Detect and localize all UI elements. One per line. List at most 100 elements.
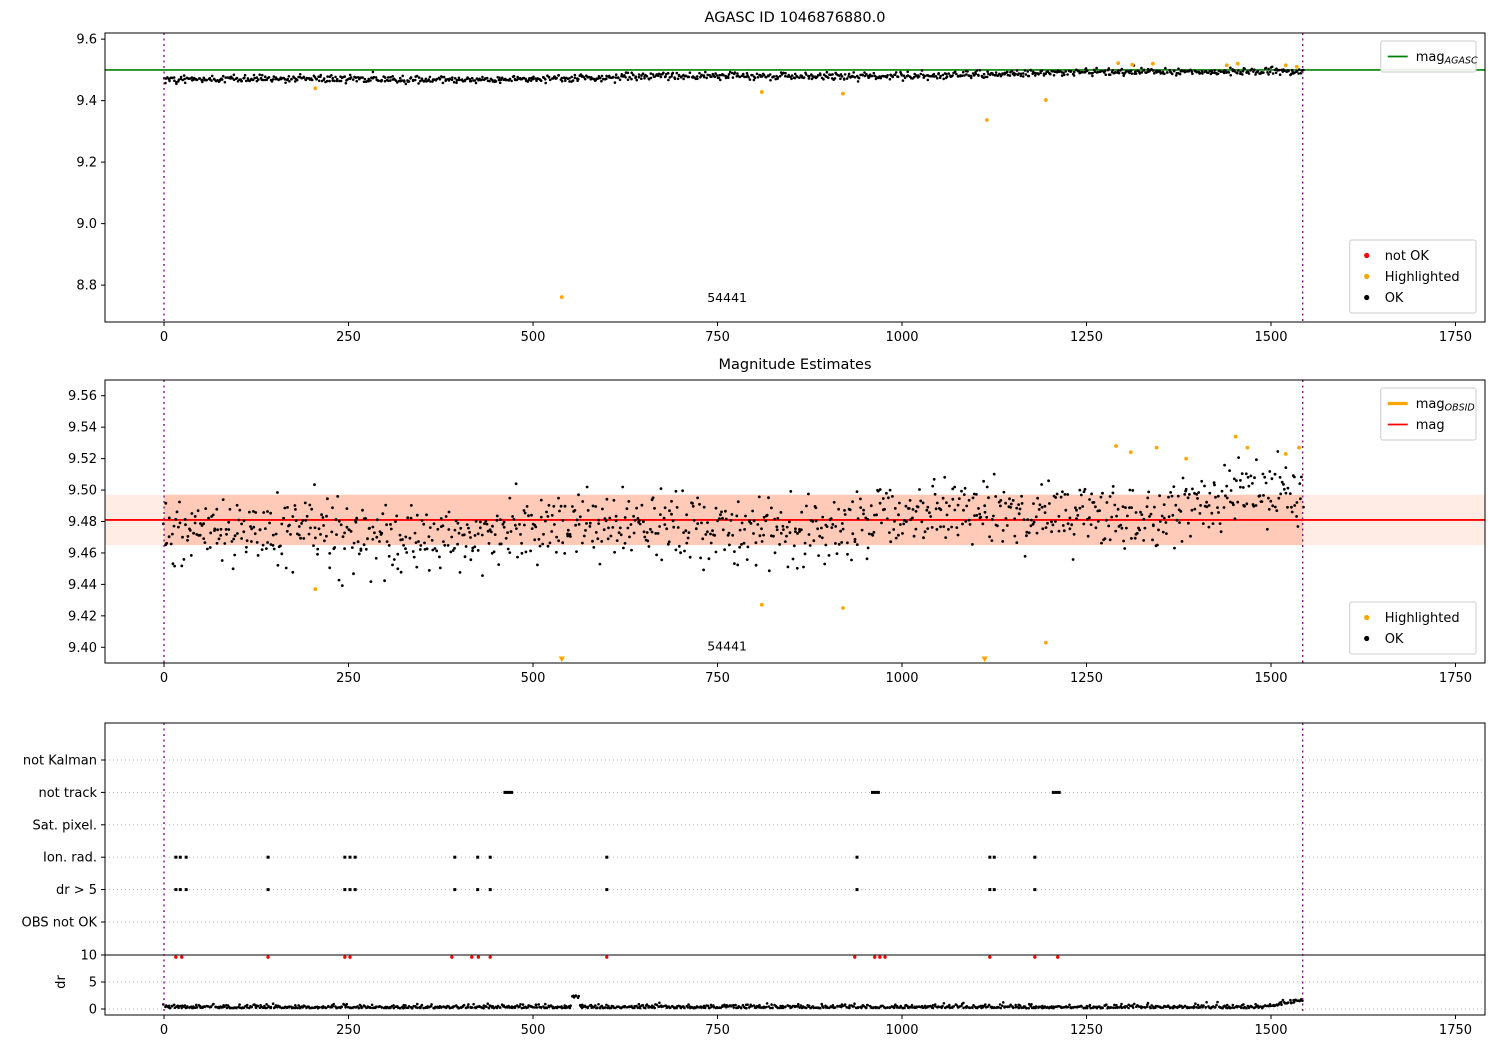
- scatter-point: [442, 75, 446, 79]
- scatter-point: [796, 532, 799, 535]
- scatter-point: [1035, 531, 1039, 535]
- scatter-point: [865, 557, 869, 561]
- scatter-point: [935, 528, 939, 531]
- scatter-point: [594, 505, 598, 508]
- scatter-point: [491, 524, 494, 528]
- scatter-point: [941, 73, 945, 77]
- scatter-point: [485, 522, 489, 526]
- scatter-point: [1281, 998, 1285, 1002]
- flag-point: [476, 855, 480, 859]
- scatter-point: [210, 74, 214, 78]
- scatter-point: [487, 1006, 491, 1010]
- scatter-point: [398, 1006, 402, 1010]
- scatter-point: [1220, 489, 1224, 493]
- scatter-point: [316, 547, 320, 551]
- scatter-point: [312, 544, 315, 547]
- scatter-point: [785, 525, 789, 529]
- scatter-point: [337, 578, 341, 582]
- scatter-point: [818, 1006, 822, 1010]
- flag-point: [266, 855, 270, 859]
- scatter-point: [254, 1006, 258, 1010]
- scatter-point: [643, 77, 646, 80]
- flag-point: [1033, 888, 1037, 892]
- scatter-point: [983, 510, 987, 514]
- scatter-point: [1012, 1006, 1015, 1009]
- not-ok-point: [348, 955, 352, 959]
- scatter-point: [1096, 70, 1100, 74]
- scatter-point: [204, 507, 208, 510]
- scatter-point: [1111, 485, 1115, 488]
- scatter-point: [999, 74, 1003, 78]
- scatter-point: [947, 72, 950, 75]
- scatter-point: [919, 499, 923, 503]
- scatter-point: [696, 496, 699, 500]
- y-tick-label: 9.0: [76, 217, 97, 232]
- scatter-point: [607, 1004, 610, 1008]
- scatter-point: [698, 71, 701, 75]
- scatter-point: [423, 79, 426, 83]
- scatter-point: [1017, 1006, 1021, 1010]
- scatter-point: [807, 77, 811, 80]
- scatter-point: [168, 79, 171, 83]
- scatter-point: [1059, 495, 1063, 499]
- scatter-point: [872, 530, 876, 534]
- scatter-point: [340, 584, 344, 587]
- scatter-point: [1101, 491, 1104, 495]
- scatter-point: [478, 526, 482, 530]
- scatter-point: [255, 541, 259, 544]
- scatter-point: [486, 529, 490, 533]
- scatter-point: [1091, 71, 1094, 75]
- scatter-point: [743, 528, 746, 531]
- scatter-point: [1131, 1004, 1134, 1007]
- scatter-point: [778, 543, 781, 546]
- scatter-point: [389, 75, 392, 79]
- scatter-point: [1299, 72, 1303, 75]
- scatter-point: [1113, 1003, 1116, 1007]
- x-tick-label: 1750: [1439, 330, 1472, 345]
- scatter-point: [448, 77, 452, 80]
- scatter-point: [996, 524, 999, 528]
- scatter-point: [773, 517, 777, 521]
- scatter-point: [616, 76, 620, 79]
- scatter-point: [914, 527, 918, 531]
- scatter-point: [756, 76, 760, 79]
- scatter-point: [1042, 72, 1046, 75]
- scatter-point: [956, 75, 960, 78]
- scatter-point: [1052, 74, 1056, 77]
- scatter-point: [202, 76, 206, 80]
- scatter-point: [618, 526, 622, 530]
- scatter-point: [705, 76, 708, 80]
- scatter-point: [584, 529, 587, 532]
- not-ok-point: [853, 955, 857, 959]
- scatter-point: [934, 507, 938, 511]
- scatter-point: [968, 1006, 972, 1010]
- scatter-point: [427, 78, 431, 81]
- scatter-point: [707, 557, 711, 561]
- scatter-point: [1205, 500, 1208, 504]
- scatter-point: [679, 551, 682, 555]
- scatter-point: [223, 80, 227, 84]
- scatter-point: [435, 549, 439, 553]
- scatter-point: [463, 78, 467, 82]
- scatter-point: [951, 497, 955, 501]
- scatter-point: [811, 520, 815, 523]
- scatter-point: [205, 78, 208, 82]
- scatter-point: [992, 514, 995, 518]
- scatter-point: [1034, 1005, 1038, 1008]
- scatter-point: [1135, 531, 1139, 535]
- scatter-point: [597, 522, 601, 525]
- scatter-point: [508, 496, 512, 500]
- scatter-point: [843, 73, 847, 76]
- scatter-point: [964, 520, 968, 523]
- scatter-point: [454, 519, 458, 523]
- scatter-point: [773, 551, 777, 555]
- scatter-point: [682, 531, 685, 534]
- scatter-point: [325, 79, 329, 83]
- scatter-point: [914, 509, 918, 513]
- x-tick-label: 0: [160, 330, 168, 345]
- scatter-point: [1174, 1005, 1177, 1009]
- scatter-point: [829, 517, 833, 520]
- scatter-point: [820, 526, 823, 530]
- scatter-point: [1139, 510, 1142, 514]
- scatter-point: [405, 551, 409, 554]
